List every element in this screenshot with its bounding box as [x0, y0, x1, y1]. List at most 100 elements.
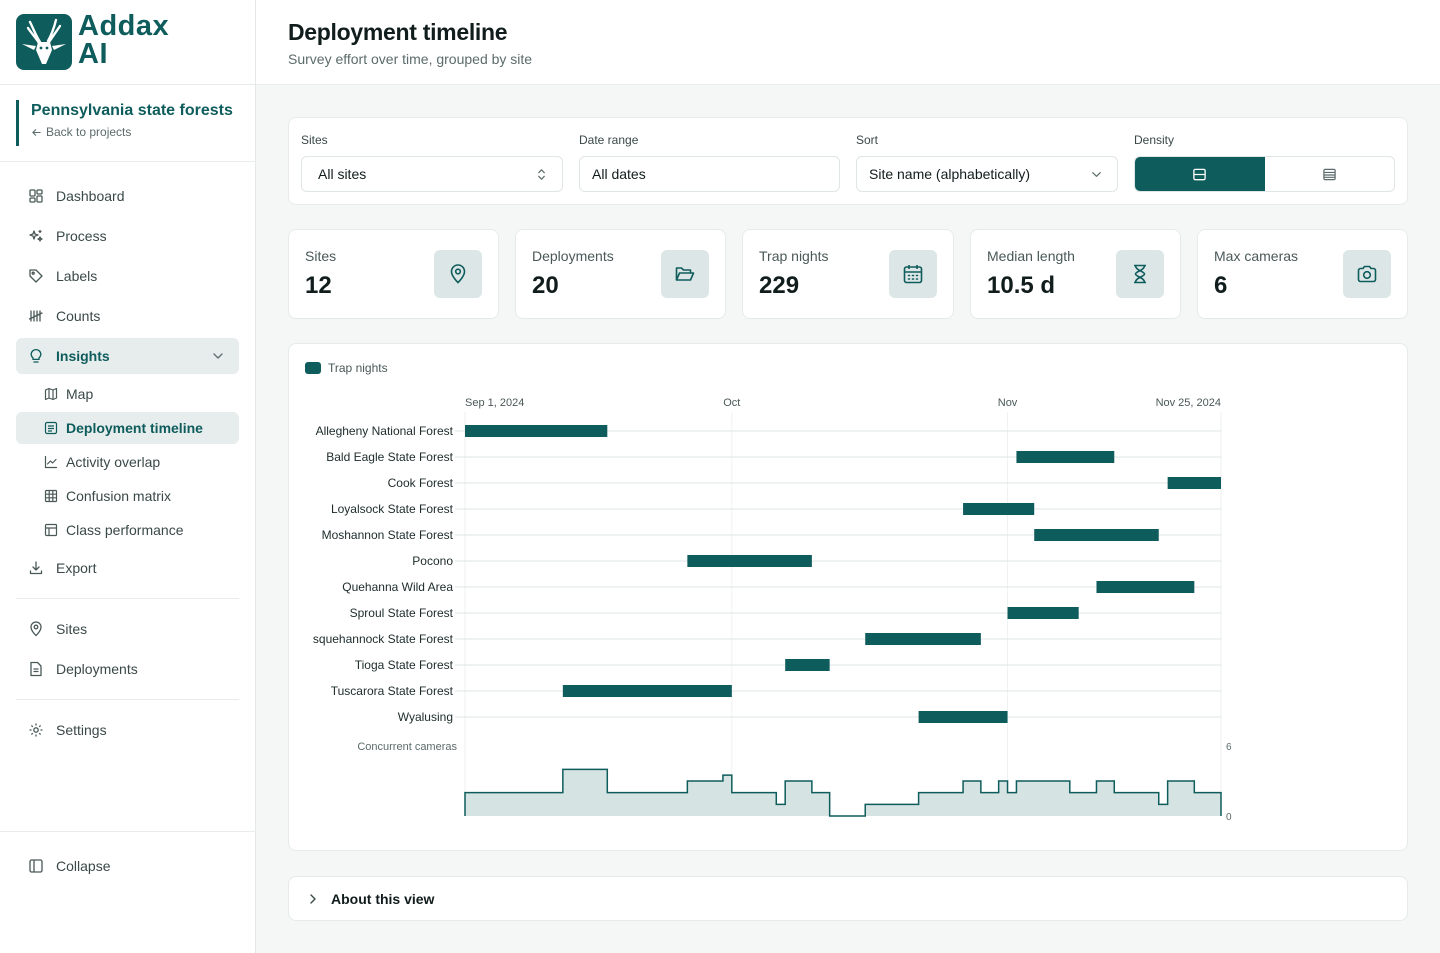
table-icon	[44, 523, 58, 537]
y-tick-label: 0	[1226, 812, 1232, 823]
x-tick-label: Nov	[998, 397, 1018, 409]
chevron-down-icon[interactable]	[211, 349, 225, 363]
list-box-icon	[44, 421, 58, 435]
x-tick-label: Nov 25, 2024	[1156, 397, 1221, 409]
line-chart-icon	[44, 455, 58, 469]
sidebar-divider	[16, 699, 239, 700]
stat-card-deployments: Deployments 20	[515, 229, 726, 319]
sites-filter-label: Sites	[301, 133, 328, 147]
y-tick-label: 6	[1226, 742, 1232, 753]
addax-logo-icon	[16, 14, 72, 70]
gear-icon	[29, 723, 43, 737]
legend-swatch	[305, 362, 321, 374]
deployment-bar	[687, 555, 812, 567]
sidebar-subitem-map[interactable]: Map	[16, 378, 239, 410]
map-pin-icon	[30, 621, 42, 637]
stat-label: Deployments	[532, 248, 614, 264]
stat-card-sites: Sites 12	[288, 229, 499, 319]
map-icon	[44, 387, 58, 401]
concurrent-cameras-area	[465, 769, 1221, 816]
chart-legend: Trap nights	[305, 361, 388, 375]
sidebar-divider	[16, 598, 239, 599]
x-tick-label: Oct	[723, 397, 740, 409]
project-name: Pennsylvania state forests	[31, 102, 233, 119]
collapse-sidebar-button[interactable]: Collapse	[16, 848, 239, 884]
stat-card-median-length: Median length 10.5 d	[970, 229, 1181, 319]
site-label: Tioga State Forest	[355, 658, 454, 672]
sidebar-subitem-activity-overlap[interactable]: Activity overlap	[16, 446, 239, 478]
back-to-projects-link[interactable]: Back to projects	[31, 125, 240, 139]
about-this-view-toggle[interactable]: About this view	[288, 876, 1408, 921]
site-label: Tuscarora State Forest	[331, 684, 454, 698]
site-label: Cook Forest	[388, 476, 454, 490]
deployment-timeline-chart: Trap nights Sep 1, 2024 Oct Nov Nov 25, 202…	[288, 343, 1408, 851]
deployment-bar	[963, 503, 1035, 515]
legend-label: Trap nights	[328, 361, 388, 375]
density-label: Density	[1134, 133, 1175, 147]
sidebar-item-export[interactable]: Export	[16, 550, 239, 586]
sidebar-subitem-deployment-timeline[interactable]: Deployment timeline	[16, 412, 239, 444]
site-label: Quehanna Wild Area	[342, 580, 453, 594]
filter-bar: Sites All sites Date range All dates Sor…	[288, 117, 1408, 205]
download-icon	[29, 561, 43, 575]
sidebar-item-sites[interactable]: Sites	[16, 611, 239, 647]
sidebar-item-insights[interactable]: Insights	[16, 338, 239, 374]
sparkles-icon	[29, 230, 43, 242]
chevron-up-down-icon	[538, 169, 545, 180]
deployment-bar	[1167, 477, 1221, 489]
stat-card-max-cameras: Max cameras 6	[1197, 229, 1408, 319]
deployment-bar	[1007, 607, 1079, 619]
hourglass-icon	[1116, 250, 1164, 298]
grid-table-icon	[44, 489, 58, 503]
page-subtitle: Survey effort over time, grouped by site	[288, 51, 533, 67]
arrow-left-icon	[32, 128, 41, 136]
concurrent-cameras-label: Concurrent cameras	[357, 741, 457, 753]
lightbulb-icon	[30, 348, 42, 363]
sidebar-subitem-confusion-matrix[interactable]: Confusion matrix	[16, 480, 239, 512]
deployment-bar	[562, 685, 732, 697]
sites-select[interactable]: All sites	[301, 156, 563, 192]
sort-label: Sort	[856, 133, 879, 147]
stat-label: Trap nights	[759, 248, 829, 264]
tally-icon	[28, 310, 43, 322]
sidebar-subitem-class-performance[interactable]: Class performance	[16, 514, 239, 546]
deployment-bar	[918, 711, 1008, 723]
sidebar: Addax AI Pennsylvania state forests Back…	[0, 0, 256, 953]
sidebar-item-dashboard[interactable]: Dashboard	[16, 178, 239, 214]
deployment-bar	[1016, 451, 1115, 463]
sidebar-divider	[0, 161, 256, 162]
site-label: Moshannon State Forest	[322, 528, 454, 542]
sidebar-item-counts[interactable]: Counts	[16, 298, 239, 334]
sort-select[interactable]: Site name (alphabetically)	[856, 156, 1118, 192]
page-header: Deployment timeline Survey effort over t…	[256, 0, 1440, 85]
site-label: Pocono	[412, 554, 453, 568]
deployment-bar	[1034, 529, 1159, 541]
deployment-bar	[865, 633, 981, 645]
map-pin-icon	[434, 250, 482, 298]
stat-label: Sites	[305, 248, 337, 264]
stat-label: Median length	[987, 248, 1075, 264]
sidebar-item-process[interactable]: Process	[16, 218, 239, 254]
sidebar-item-settings[interactable]: Settings	[16, 712, 239, 748]
site-label: squehannock State Forest	[313, 632, 454, 646]
site-label: Bald Eagle State Forest	[326, 450, 453, 464]
chevron-right-icon	[310, 893, 316, 904]
chevron-down-icon	[1092, 172, 1101, 177]
sidebar-item-deployments[interactable]: Deployments	[16, 651, 239, 687]
density-toggle	[1134, 156, 1395, 192]
density-compact-button[interactable]	[1265, 157, 1395, 191]
timeline-svg: Sep 1, 2024 Oct Nov Nov 25, 2024 Allegheny N…	[313, 397, 1232, 823]
site-label: Loyalsock State Forest	[331, 502, 454, 516]
density-comfortable-button[interactable]	[1135, 157, 1265, 191]
site-label: Allegheny National Forest	[316, 424, 454, 438]
sidebar-divider	[0, 831, 256, 832]
date-range-input[interactable]: All dates	[579, 156, 840, 192]
deployment-bar	[785, 659, 830, 671]
site-label: Wyalusing	[398, 710, 453, 724]
page-title: Deployment timeline	[288, 19, 508, 45]
sidebar-item-labels[interactable]: Labels	[16, 258, 239, 294]
site-label: Sproul State Forest	[350, 606, 454, 620]
panel-left-icon	[29, 859, 43, 873]
project-switcher[interactable]: Pennsylvania state forests Back to proje…	[16, 100, 240, 146]
deployment-bar	[465, 425, 608, 437]
